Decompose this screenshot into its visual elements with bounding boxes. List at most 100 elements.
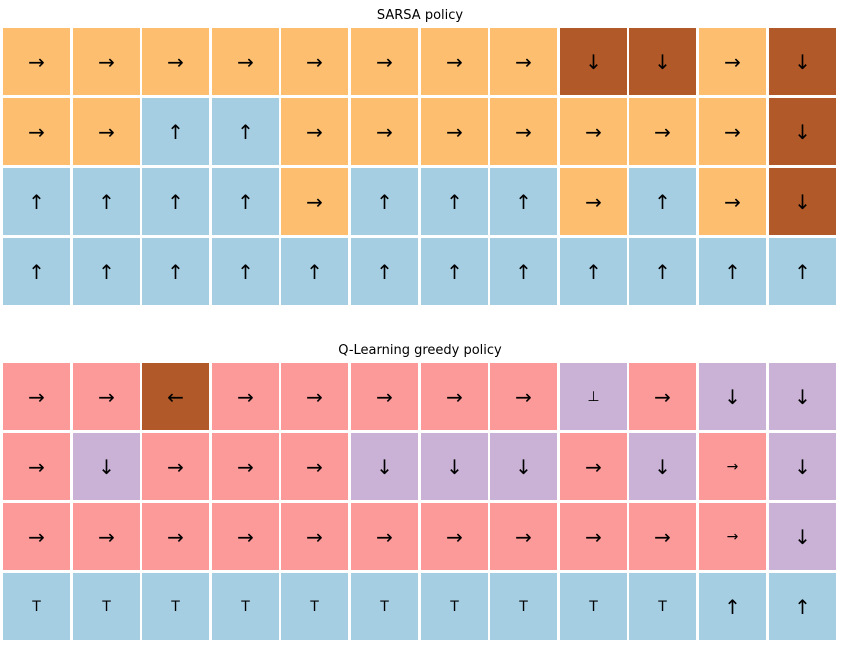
policy-cell-r3-c7: ↑ <box>490 238 557 305</box>
policy-cell-r0-c3: → <box>212 28 279 95</box>
policy-cell-r1-c11: ↓ <box>769 433 836 500</box>
policy-cell-r2-c6: ↑ <box>421 168 488 235</box>
policy-cell-r2-c8: → <box>560 168 627 235</box>
policy-cell-r1-c1: ↓ <box>73 433 140 500</box>
policy-cell-r0-c11: ↓ <box>769 363 836 430</box>
policy-cell-r3-c9: T <box>629 573 696 640</box>
policy-cell-r0-c0: → <box>3 363 70 430</box>
policy-cell-r2-c11: ↓ <box>769 168 836 235</box>
policy-cell-r2-c7: → <box>490 503 557 570</box>
policy-cell-r3-c2: T <box>142 573 209 640</box>
sarsa-title: SARSA policy <box>376 8 464 23</box>
policy-cell-r3-c5: T <box>351 573 418 640</box>
policy-cell-r3-c6: ↑ <box>421 238 488 305</box>
policy-cell-r3-c0: ↑ <box>3 238 70 305</box>
policy-cell-r0-c5: → <box>351 363 418 430</box>
policy-cell-r2-c4: → <box>281 168 348 235</box>
policy-cell-r1-c10: → <box>699 98 766 165</box>
policy-cell-r2-c1: ↑ <box>73 168 140 235</box>
policy-cell-r3-c1: ↑ <box>73 238 140 305</box>
policy-cell-r1-c11: ↓ <box>769 98 836 165</box>
policy-cell-r1-c9: → <box>629 98 696 165</box>
policy-cell-r0-c11: ↓ <box>769 28 836 95</box>
policy-cell-r1-c1: → <box>73 98 140 165</box>
policy-cell-r1-c8: → <box>560 433 627 500</box>
policy-cell-r0-c3: → <box>212 363 279 430</box>
policy-cell-r2-c1: → <box>73 503 140 570</box>
policy-cell-r0-c4: → <box>281 363 348 430</box>
policy-cell-r0-c7: → <box>490 28 557 95</box>
policy-cell-r1-c6: → <box>421 98 488 165</box>
policy-cell-r1-c6: ↓ <box>421 433 488 500</box>
policy-cell-r1-c9: ↓ <box>629 433 696 500</box>
policy-cell-r3-c4: T <box>281 573 348 640</box>
policy-cell-r3-c5: ↑ <box>351 238 418 305</box>
policy-cell-r0-c2: → <box>142 28 209 95</box>
policy-cell-r2-c2: ↑ <box>142 168 209 235</box>
policy-cell-r2-c10: → <box>699 168 766 235</box>
sarsa-panel: SARSA policy → → → → → → → → ↓ ↓ → ↓ → → ↑ ↑ → → → → → → → ↓ ↑ ↑ ↑… <box>0 0 861 310</box>
policy-cell-r3-c7: T <box>490 573 557 640</box>
policy-cell-r0-c6: → <box>421 28 488 95</box>
policy-cell-r3-c11: ↑ <box>769 573 836 640</box>
policy-cell-r0-c5: → <box>351 28 418 95</box>
policy-cell-r1-c8: → <box>560 98 627 165</box>
policy-cell-r1-c3: → <box>212 433 279 500</box>
policy-cell-r1-c3: ↑ <box>212 98 279 165</box>
qlearning-panel: Q-Learning greedy policy → → ← → → → → → ⊥ → ↓ ↓ → ↓ →… <box>0 335 861 645</box>
policy-cell-r2-c7: ↑ <box>490 168 557 235</box>
policy-cell-r3-c2: ↑ <box>142 238 209 305</box>
policy-cell-r1-c7: → <box>490 98 557 165</box>
policy-cell-r0-c4: → <box>281 28 348 95</box>
policy-cell-r3-c11: ↑ <box>769 238 836 305</box>
policy-cell-r1-c5: → <box>351 98 418 165</box>
policy-cell-r0-c8: ⊥ <box>560 363 627 430</box>
policy-cell-r0-c0: → <box>3 28 70 95</box>
policy-cell-r1-c7: ↓ <box>490 433 557 500</box>
policy-cell-r2-c0: ↑ <box>3 168 70 235</box>
policy-cell-r0-c10: → <box>699 28 766 95</box>
policy-cell-r1-c2: ↑ <box>142 98 209 165</box>
policy-cell-r2-c8: → <box>560 503 627 570</box>
policy-cell-r0-c1: → <box>73 28 140 95</box>
policy-cell-r3-c8: T <box>560 573 627 640</box>
policy-cell-r2-c10: → <box>699 503 766 570</box>
policy-cell-r2-c9: → <box>629 503 696 570</box>
policy-cell-r0-c9: → <box>629 363 696 430</box>
policy-cell-r0-c9: ↓ <box>629 28 696 95</box>
sarsa-policy-grid: → → → → → → → → ↓ ↓ → ↓ → → ↑ ↑ → → → → → → → ↓ ↑ ↑ ↑ ↑ → ↑ ↑ ↑ → ↑ → ↓ ↑ ↑ ↑ ↑… <box>3 28 836 305</box>
policy-cell-r1-c2: → <box>142 433 209 500</box>
policy-cell-r1-c5: ↓ <box>351 433 418 500</box>
qlearning-policy-grid: → → ← → → → → → ⊥ → ↓ ↓ → ↓ → → → ↓ ↓ ↓ → ↓ → ↓ → → → → → → → → → → → ↓ T T T T… <box>3 363 836 640</box>
policy-cell-r2-c5: → <box>351 503 418 570</box>
policy-cell-r1-c0: → <box>3 98 70 165</box>
policy-cell-r0-c7: → <box>490 363 557 430</box>
policy-cell-r2-c3: ↑ <box>212 168 279 235</box>
policy-cell-r3-c6: T <box>421 573 488 640</box>
policy-cell-r1-c4: → <box>281 98 348 165</box>
policy-cell-r3-c10: ↑ <box>699 573 766 640</box>
policy-cell-r0-c2: ← <box>142 363 209 430</box>
policy-cell-r3-c0: T <box>3 573 70 640</box>
policy-cell-r3-c8: ↑ <box>560 238 627 305</box>
policy-cell-r2-c0: → <box>3 503 70 570</box>
policy-cell-r2-c11: ↓ <box>769 503 836 570</box>
policy-cell-r3-c4: ↑ <box>281 238 348 305</box>
policy-cell-r2-c6: → <box>421 503 488 570</box>
policy-cell-r3-c3: T <box>212 573 279 640</box>
policy-cell-r0-c1: → <box>73 363 140 430</box>
policy-cell-r1-c4: → <box>281 433 348 500</box>
policy-cell-r1-c0: → <box>3 433 70 500</box>
policy-cell-r0-c8: ↓ <box>560 28 627 95</box>
qlearning-title: Q-Learning greedy policy <box>338 343 502 358</box>
policy-cell-r3-c10: ↑ <box>699 238 766 305</box>
policy-cell-r2-c9: ↑ <box>629 168 696 235</box>
policy-cell-r2-c3: → <box>212 503 279 570</box>
policy-cell-r2-c4: → <box>281 503 348 570</box>
policy-cell-r2-c2: → <box>142 503 209 570</box>
policy-cell-r0-c6: → <box>421 363 488 430</box>
policy-cell-r0-c10: ↓ <box>699 363 766 430</box>
policy-cell-r3-c3: ↑ <box>212 238 279 305</box>
policy-cell-r3-c1: T <box>73 573 140 640</box>
policy-cell-r1-c10: → <box>699 433 766 500</box>
